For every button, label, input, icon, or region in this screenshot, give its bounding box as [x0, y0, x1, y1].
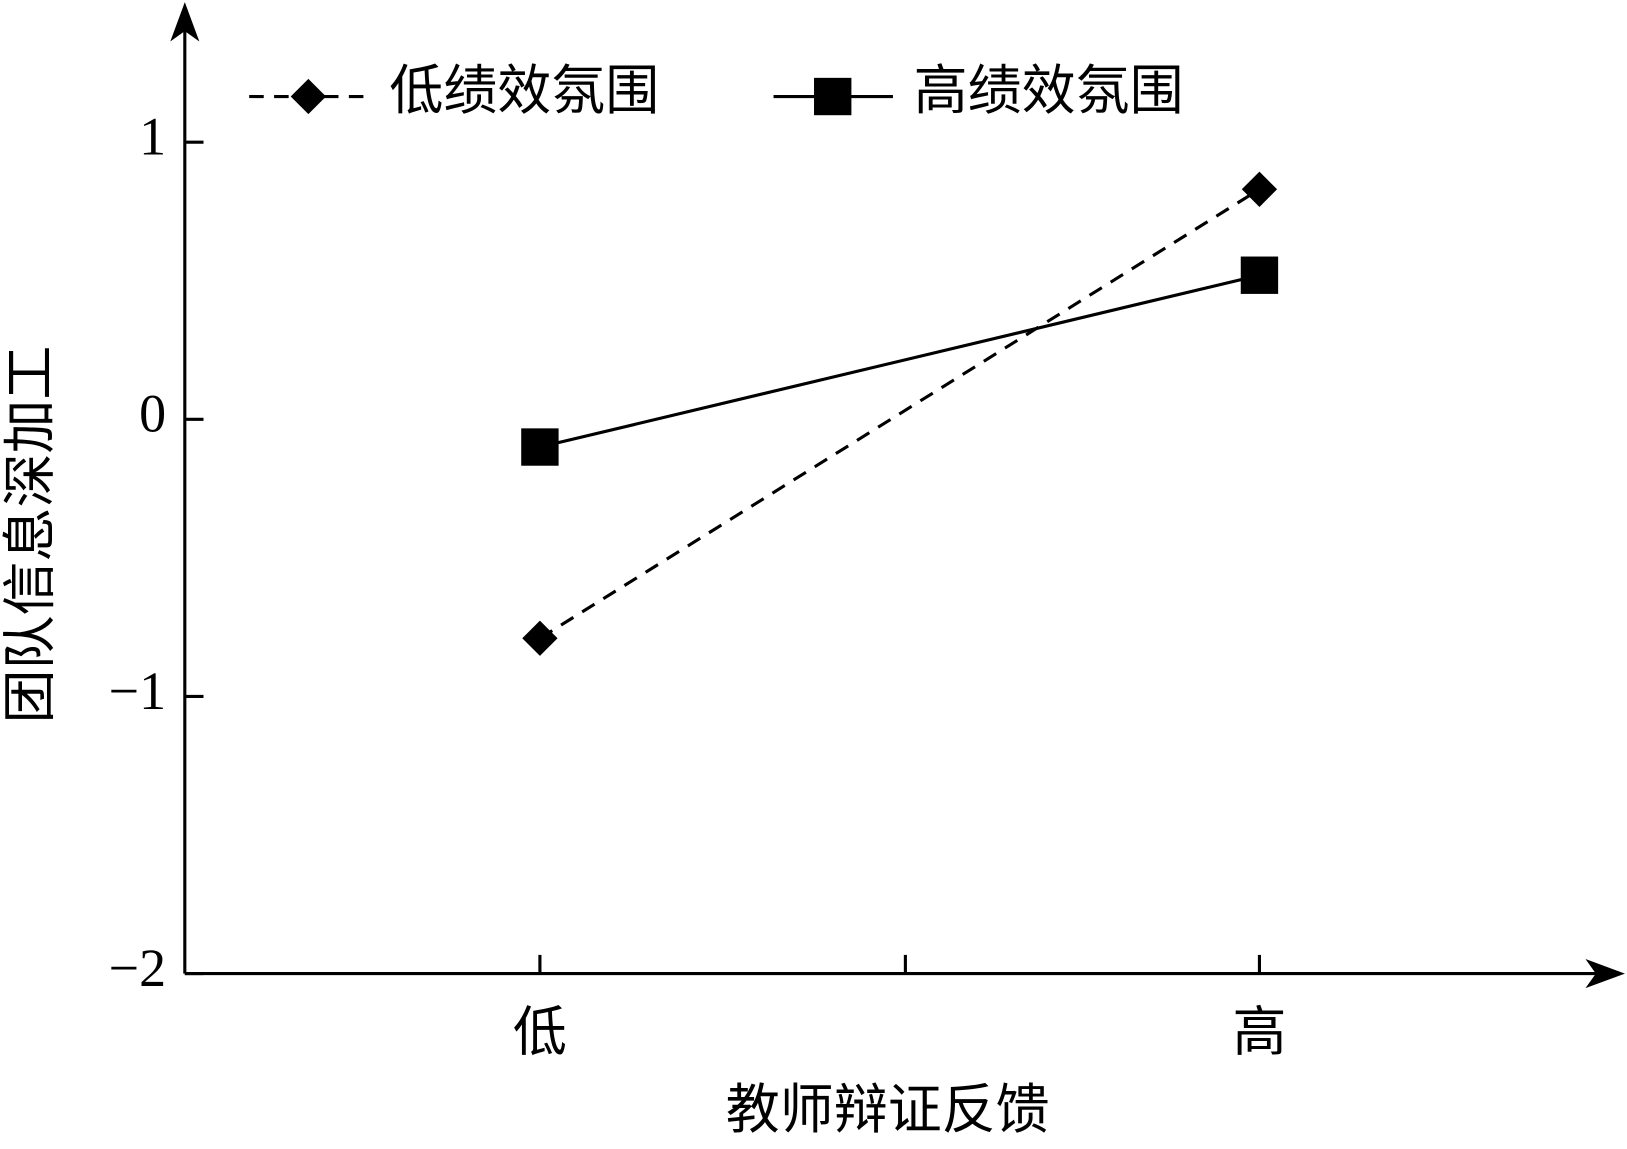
x-tick-label: 低: [513, 1002, 567, 1062]
y-axis-arrow: [170, 2, 200, 42]
marker: [1241, 171, 1278, 207]
y-tick-label: −2: [109, 938, 166, 998]
y-axis-label: 团队信息深加工: [1, 346, 61, 724]
legend-label: 低绩效氛围: [389, 61, 659, 121]
series-line: [539, 187, 1261, 640]
x-tick-label: 高: [1232, 1002, 1286, 1062]
series-line: [539, 273, 1260, 449]
marker: [1240, 256, 1279, 294]
marker: [521, 428, 559, 466]
y-tick-label: 0: [139, 384, 166, 444]
x-axis-arrow: [1585, 959, 1625, 989]
y-tick-label: 1: [139, 107, 166, 167]
legend-label: 高绩效氛围: [914, 61, 1184, 121]
x-axis-label: 教师辩证反馈: [726, 1080, 1050, 1140]
legend-marker: [290, 78, 327, 115]
y-tick-label: −1: [109, 661, 166, 721]
legend-marker: [814, 77, 852, 116]
marker: [522, 620, 558, 656]
